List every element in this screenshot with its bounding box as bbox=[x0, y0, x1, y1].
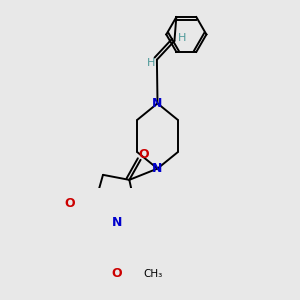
Text: H: H bbox=[146, 58, 155, 68]
Text: N: N bbox=[112, 216, 122, 229]
Text: N: N bbox=[152, 97, 163, 110]
Text: H: H bbox=[178, 33, 186, 43]
Text: O: O bbox=[64, 197, 75, 210]
Text: O: O bbox=[138, 148, 149, 161]
Text: O: O bbox=[112, 267, 122, 280]
Text: N: N bbox=[152, 162, 163, 175]
Text: CH₃: CH₃ bbox=[143, 269, 162, 279]
